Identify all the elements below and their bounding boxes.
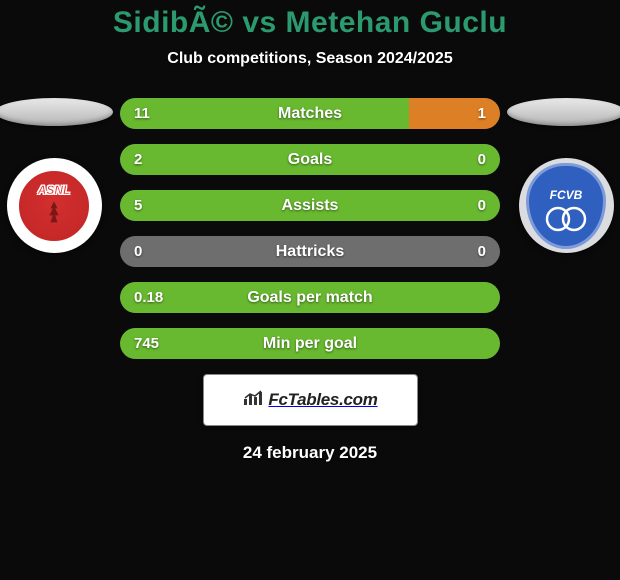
stat-value-right: 0 bbox=[478, 243, 486, 260]
stat-value-left: 5 bbox=[134, 197, 142, 214]
stat-fill-left bbox=[120, 144, 500, 175]
stat-row: 11Matches1 bbox=[120, 98, 500, 129]
club-badge-right-label: FCVB bbox=[550, 189, 583, 201]
subtitle: Club competitions, Season 2024/2025 bbox=[0, 50, 620, 68]
left-player-column: ASNL bbox=[0, 98, 113, 253]
chart-icon bbox=[242, 389, 264, 412]
player-avatar-placeholder-right bbox=[507, 98, 620, 126]
stat-value-left: 745 bbox=[134, 335, 159, 352]
stat-value-right: 1 bbox=[478, 105, 486, 122]
page-title: SidibÃ© vs Metehan Guclu bbox=[0, 6, 620, 40]
club-badge-left: ASNL bbox=[7, 158, 102, 253]
club-badge-right: FCVB bbox=[519, 158, 614, 253]
stat-fill-left bbox=[120, 190, 500, 221]
stat-value-left: 11 bbox=[134, 105, 150, 122]
stat-value-right: 0 bbox=[478, 151, 486, 168]
stat-row: 0Hattricks0 bbox=[120, 236, 500, 267]
stat-fill-left bbox=[120, 98, 409, 129]
thistle-icon bbox=[40, 199, 68, 227]
stats-list: 11Matches12Goals05Assists00Hattricks00.1… bbox=[120, 98, 500, 359]
stat-row: 2Goals0 bbox=[120, 144, 500, 175]
stat-value-left: 0 bbox=[134, 243, 142, 260]
date-text: 24 february 2025 bbox=[0, 443, 620, 463]
brand-text: FcTables.com bbox=[268, 390, 377, 410]
stat-label: Hattricks bbox=[120, 243, 500, 261]
stat-value-right: 0 bbox=[478, 197, 486, 214]
stat-value-left: 2 bbox=[134, 151, 142, 168]
stat-fill-left bbox=[120, 328, 500, 359]
stat-row: 745Min per goal bbox=[120, 328, 500, 359]
stat-value-left: 0.18 bbox=[134, 289, 163, 306]
right-player-column: FCVB bbox=[507, 98, 620, 253]
stat-row: 0.18Goals per match bbox=[120, 282, 500, 313]
stat-fill-right bbox=[409, 98, 500, 129]
stat-fill-left bbox=[120, 282, 500, 313]
rings-icon bbox=[544, 203, 588, 235]
player-avatar-placeholder-left bbox=[0, 98, 113, 126]
stat-row: 5Assists0 bbox=[120, 190, 500, 221]
club-badge-left-label: ASNL bbox=[38, 184, 71, 196]
brand-link[interactable]: FcTables.com bbox=[203, 374, 418, 426]
